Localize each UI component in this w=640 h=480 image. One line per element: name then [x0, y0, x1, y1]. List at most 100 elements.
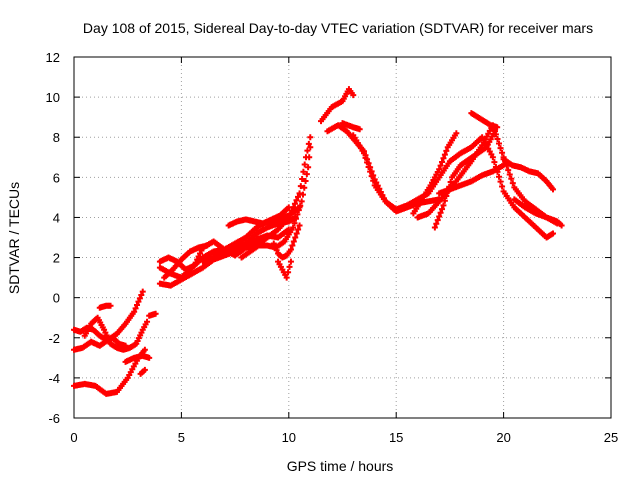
data-point [289, 242, 296, 249]
series-track-12 [161, 242, 211, 281]
data-point [298, 198, 305, 205]
data-point [295, 207, 302, 214]
data-point [307, 144, 314, 151]
series-track-5 [96, 302, 114, 311]
axis-ticks [73, 56, 612, 419]
data-point [437, 162, 444, 169]
data-point [489, 154, 496, 161]
plot-frame [73, 56, 612, 419]
data-point [290, 238, 297, 245]
series-track-3 [71, 324, 129, 349]
data-point [197, 250, 204, 257]
data-point [495, 140, 502, 147]
data-point [272, 243, 279, 250]
series-track-27 [468, 110, 501, 131]
data-point [295, 193, 302, 200]
grid [74, 57, 611, 418]
series-track-17 [270, 222, 303, 261]
data-point [299, 191, 306, 198]
y-tick-label: 4 [53, 210, 60, 225]
series-track-24 [431, 128, 499, 231]
data-point [497, 145, 504, 152]
data-points [71, 86, 565, 397]
data-point [350, 92, 357, 99]
data-point [300, 168, 307, 175]
data-point [141, 346, 148, 353]
data-point [285, 269, 292, 276]
data-point [297, 202, 304, 209]
x-axis-label: GPS time / hours [287, 458, 394, 474]
data-point [302, 177, 309, 184]
data-point [441, 197, 448, 204]
data-point [299, 175, 306, 182]
data-point [508, 175, 515, 182]
data-point [144, 318, 151, 325]
data-point [441, 151, 448, 158]
data-point [550, 186, 557, 193]
x-tick-label: 0 [70, 430, 77, 445]
data-point [291, 220, 298, 227]
data-point [152, 310, 159, 317]
data-point [136, 295, 143, 302]
data-point [287, 258, 294, 265]
data-point [146, 354, 153, 361]
x-tick-label: 20 [496, 430, 510, 445]
data-point [138, 291, 145, 298]
x-tick-label: 25 [604, 430, 618, 445]
data-point [132, 305, 139, 312]
data-point [192, 259, 199, 266]
data-point [362, 154, 369, 161]
y-tick-label: 0 [53, 291, 60, 306]
x-tick-label: 10 [282, 430, 296, 445]
series-track-28 [500, 156, 557, 193]
data-point [436, 166, 443, 173]
data-point [290, 224, 297, 231]
data-point [135, 298, 142, 305]
y-tick-label: 12 [46, 50, 60, 65]
series-track-25 [410, 130, 460, 217]
data-point [273, 247, 280, 254]
data-point [550, 230, 557, 237]
data-point [364, 159, 371, 166]
series-track-4 [81, 314, 151, 353]
data-point [368, 173, 375, 180]
series-track-6 [122, 352, 153, 365]
data-point [292, 215, 299, 222]
y-tick-label: 10 [46, 90, 60, 105]
axis-tick-labels: 0 5 10 15 20 25 -6 -4 -2 0 2 4 6 8 10 12 [46, 50, 619, 445]
series-track-7 [137, 366, 148, 377]
data-point [436, 213, 443, 220]
data-point [500, 162, 507, 169]
series-track-21 [350, 132, 400, 213]
data-point [367, 168, 374, 175]
y-tick-label: -4 [48, 371, 60, 386]
series-track-18 [318, 86, 357, 125]
data-point [291, 200, 298, 207]
data-point [491, 159, 498, 166]
data-point [360, 150, 367, 157]
data-point [437, 209, 444, 216]
data-point [287, 246, 294, 253]
y-tick-label: 2 [53, 251, 60, 266]
data-point [558, 222, 565, 229]
series-track-22 [393, 134, 557, 241]
data-point [292, 234, 299, 241]
series-track-20 [339, 120, 363, 133]
chart-title: Day 108 of 2015, Sidereal Day-to-day VTE… [83, 20, 593, 36]
data-point [285, 204, 292, 211]
data-point [107, 302, 114, 309]
data-point [305, 164, 312, 171]
data-point [194, 256, 201, 263]
y-tick-label: 6 [53, 170, 60, 185]
data-point [305, 140, 312, 147]
data-point [439, 206, 446, 213]
data-point [434, 217, 441, 224]
data-point [433, 220, 440, 227]
data-point [494, 135, 501, 142]
data-point [303, 171, 310, 178]
data-point [505, 167, 512, 174]
data-point [296, 190, 303, 197]
data-point [195, 253, 202, 260]
data-point [204, 242, 211, 249]
